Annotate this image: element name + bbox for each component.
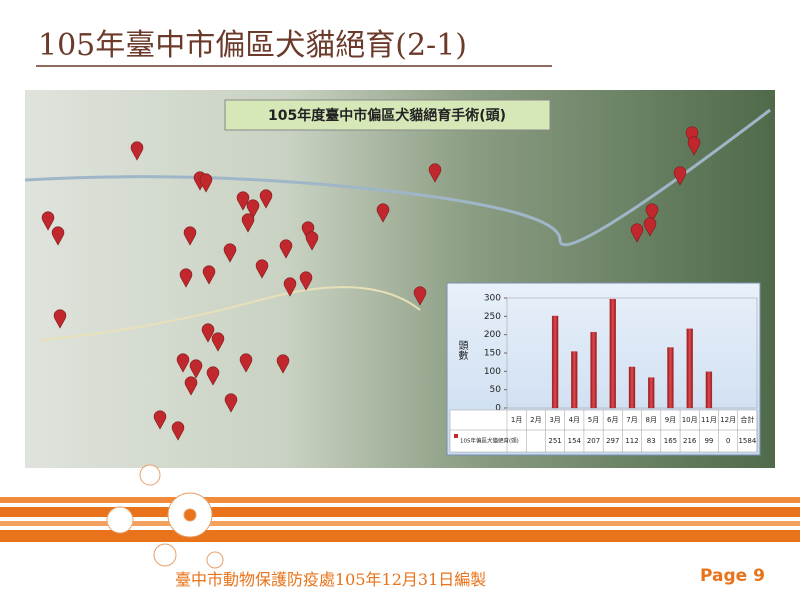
river [24,108,771,247]
pin [630,223,644,243]
pin [51,226,65,246]
y-tick-label: 300 [484,294,501,304]
pin [201,323,215,343]
x-tick-label: 3月 [549,416,560,424]
x-tick-label: 11月 [701,416,717,424]
bar [686,328,693,409]
pin [224,393,238,413]
y-tick-label: 100 [484,367,501,377]
pin [241,213,255,233]
x-tick-label: 8月 [645,416,656,424]
table-value: 216 [683,437,697,445]
pin [376,203,390,223]
pin [41,211,55,231]
bar [667,347,674,409]
legend-label: 105年偏區犬貓絕育(頭) [460,437,519,445]
table-value: 0 [726,437,730,445]
pin [413,286,427,306]
pin [687,136,701,156]
table-value: 251 [548,437,561,445]
x-tick-label: 2月 [530,416,541,424]
pin [183,226,197,246]
x-tick-label: 5月 [588,416,599,424]
map-title: 105年度臺中市偏區犬貓絕育手術(頭) [268,107,506,124]
pin [246,199,260,219]
footer: 臺中市動物保護防疫處105年12月31日編製 [175,570,486,589]
pin [223,243,237,263]
total-value: 1584 [738,437,756,445]
pin [279,239,293,259]
pin [255,259,269,279]
pin [206,366,220,386]
pin [259,189,273,209]
x-tick-label: 4月 [569,416,580,424]
table-value: 99 [704,437,713,445]
bar [609,298,616,409]
table-value: 207 [587,437,600,445]
bar [628,366,636,409]
flowers [106,464,224,569]
table-value: 112 [625,437,638,445]
pin [305,231,319,251]
pin [236,191,250,211]
pin [179,268,193,288]
pin [202,265,216,285]
bar [705,371,713,409]
pins [41,126,701,441]
x-tick-label: 10月 [682,416,698,424]
pin [643,217,657,237]
map-title-box [224,99,551,131]
page-number: Page 9 [700,566,765,586]
pin [673,166,687,186]
table-value: 83 [647,437,656,445]
bar [571,351,578,409]
x-tick-label: 9月 [665,416,676,424]
x-tick-label: 7月 [626,416,637,424]
pin [299,271,313,291]
y-axis-label: 頭數 [456,340,468,361]
bar [590,331,597,409]
slide-title: 105年臺中市偏區犬貓絕育(2-1) [38,28,467,63]
pin [184,376,198,396]
road [39,286,421,341]
legend-marker [454,434,458,438]
pin [199,173,213,193]
pin [301,221,315,241]
table-value: 165 [664,437,677,445]
y-tick-label: 50 [490,385,502,395]
y-tick-label: 150 [484,349,501,359]
pin [189,359,203,379]
pin [239,353,253,373]
x-tick-label: 12月 [720,416,736,424]
table-value: 297 [606,437,619,445]
total-header: 合計 [740,415,754,424]
x-tick-label: 1月 [511,416,522,424]
y-tick-label: 200 [484,330,501,340]
chart: 0 50 100 150 200 250 300 105年偏區犬貓絕育(頭) 1月 2月 3月 251… [449,294,758,453]
y-tick-label: 0 [495,404,501,414]
bar [551,315,559,409]
pin [53,309,67,329]
data-table [449,409,758,453]
pin [153,410,167,430]
pin [176,353,190,373]
pin [685,126,699,146]
y-tick-label: 250 [484,312,501,322]
bar [648,377,655,409]
pin [428,163,442,183]
pin [171,421,185,441]
pin [283,277,297,297]
pin [130,141,144,161]
table-value: 154 [568,437,582,445]
pin [276,354,290,374]
pin [645,203,659,223]
x-tick-label: 6月 [607,416,618,424]
pin [211,332,225,352]
